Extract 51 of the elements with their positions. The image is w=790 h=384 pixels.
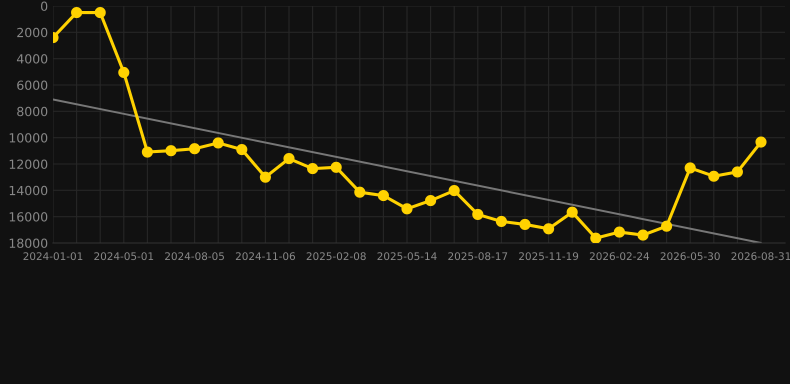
point [496, 216, 507, 227]
point [330, 162, 342, 173]
point [566, 206, 578, 218]
point [590, 232, 602, 243]
point [708, 170, 720, 182]
point [637, 230, 649, 241]
x-tick-label: 2026-02-24 [590, 252, 650, 260]
x-tick-label: 2025-11-19 [519, 252, 578, 260]
x-tick-label: 2024-01-01 [23, 252, 82, 260]
point [189, 143, 200, 154]
point [260, 172, 271, 183]
point [684, 162, 696, 174]
point [732, 166, 743, 178]
x-tick-label: 2026-05-30 [660, 252, 720, 260]
x-tick-label: 2024-08-05 [165, 252, 224, 260]
point [519, 218, 531, 230]
point [94, 7, 106, 18]
y-tick-label: 16000 [10, 212, 48, 222]
y-tick-label: 2000 [17, 28, 48, 38]
point [448, 185, 460, 196]
point [378, 190, 389, 202]
y-tick-label: 12000 [10, 159, 48, 169]
y-tick-label: 10000 [10, 133, 48, 143]
point [425, 195, 436, 206]
y-tick-label: 0 [41, 1, 48, 11]
point [71, 7, 82, 18]
y-tick-label: 4000 [16, 54, 48, 64]
x-tick-label: 2025-08-17 [448, 252, 508, 260]
point [614, 226, 625, 238]
point [543, 223, 554, 234]
point [212, 137, 224, 148]
point [307, 163, 318, 174]
x-tick-label: 2024-05-01 [94, 252, 154, 260]
point [661, 220, 672, 232]
point [472, 208, 484, 220]
x-tick-label: 2026-08-31 [731, 252, 790, 260]
x-tick-label: 2025-02-08 [306, 252, 366, 260]
point [755, 136, 767, 148]
point [283, 153, 295, 164]
y-tick-label: 18000 [10, 238, 48, 248]
point [401, 203, 413, 214]
point [236, 144, 248, 156]
point [165, 145, 177, 156]
y-tick-label: 6000 [17, 80, 48, 90]
y-tick-label: 14000 [10, 186, 48, 196]
point [354, 186, 366, 198]
y-tick-label: 8000 [17, 106, 48, 116]
x-tick-label: 2024-11-06 [236, 252, 296, 260]
point [118, 66, 130, 78]
x-tick-label: 2025-05-14 [377, 252, 437, 260]
point [142, 146, 153, 158]
